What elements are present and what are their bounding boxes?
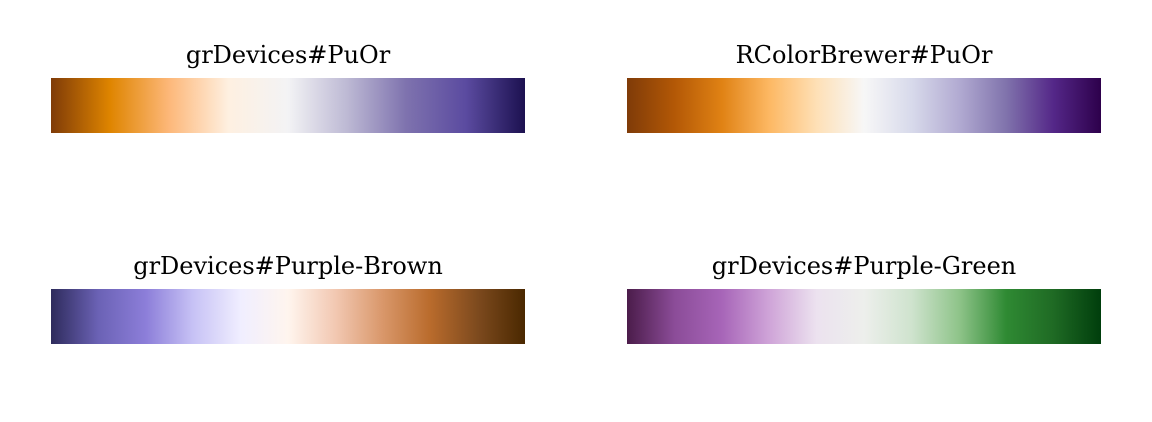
colorbar-title: RColorBrewer#PuOr <box>735 41 993 69</box>
colorbar-gradient <box>51 289 525 344</box>
colorbar-gradient <box>51 78 525 133</box>
colorbar-title: grDevices#Purple-Brown <box>133 252 443 280</box>
colorbar-title: grDevices#Purple-Green <box>711 252 1017 280</box>
colorbar-gradient <box>627 289 1101 344</box>
colorbar-title: grDevices#PuOr <box>185 41 391 69</box>
colorbar-gradient <box>627 78 1101 133</box>
